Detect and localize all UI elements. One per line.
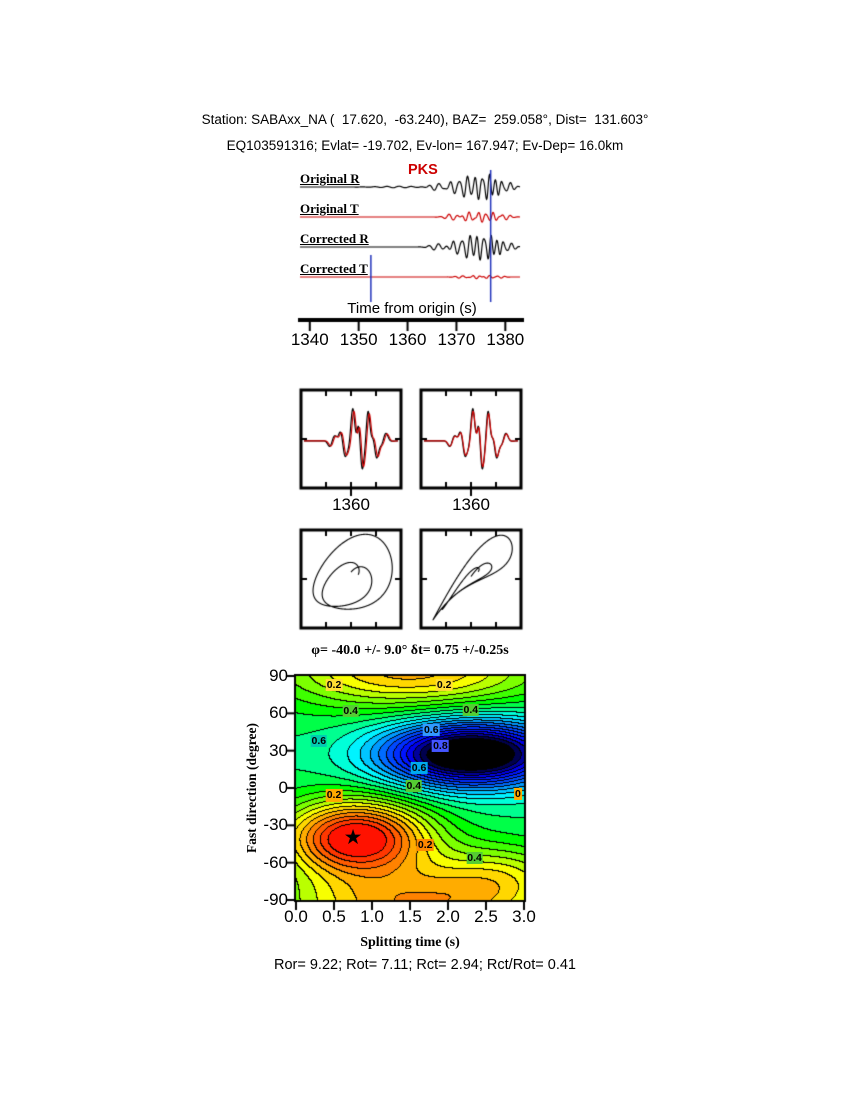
fastdir-tick-0: 0 (278, 778, 288, 797)
fastdir-tick--60: -60 (263, 852, 288, 872)
fastdir-tick-30: 30 (269, 740, 288, 760)
contour-level-label-3: 0.4 (462, 703, 480, 716)
time-axis-label: Time from origin (s) (347, 300, 477, 317)
splittime-tick-2.5: 2.5 (474, 907, 498, 926)
time-tick-1350: 1350 (339, 330, 378, 349)
splittime-tick-1.5: 1.5 (398, 907, 422, 926)
contour-level-label-11: 0.2 (416, 839, 434, 852)
splittime-tick-0.0: 0.0 (284, 907, 308, 926)
trace-label-original-r: Original R (300, 171, 360, 186)
contour-level-label-6: 0.8 (432, 739, 449, 752)
trace-label-original-t: Original T (300, 201, 359, 216)
contour-level-label-10: 0 (513, 788, 522, 801)
phase-label-pks: PKS (408, 162, 438, 178)
splittime-tick-2.0: 2.0 (436, 907, 460, 926)
fastdir-tick--30: -30 (263, 815, 288, 835)
station-header: Station: SABAxx_NA ( 17.620, -63.240), B… (201, 112, 649, 127)
zoom-right-tick-label: 1360 (452, 495, 490, 514)
contour-level-label-7: 0.6 (410, 762, 428, 775)
splittime-tick-0.5: 0.5 (322, 907, 346, 926)
contour-level-label-12: 0.4 (466, 851, 483, 864)
fastdir-tick--90: -90 (263, 890, 288, 909)
contour-level-label-9: 0.2 (325, 789, 343, 802)
best-solution-star-icon: ★ (343, 825, 363, 849)
contour-level-label-5: 0.6 (422, 723, 440, 736)
time-tick-1380: 1380 (486, 330, 525, 349)
event-header: EQ103591316; Evlat= -19.702, Ev-lon= 167… (226, 138, 624, 153)
splittime-tick-1.0: 1.0 (360, 907, 384, 926)
contour-title: φ= -40.0 +/- 9.0° δt= 0.75 +/-0.25s (311, 643, 509, 658)
contour-level-label-2: 0.4 (342, 704, 360, 717)
trace-label-corrected-t: Corrected T (300, 261, 368, 276)
trace-label-corrected-r: Corrected R (300, 231, 369, 246)
fastdir-tick-90: 90 (269, 666, 288, 685)
splittime-tick-3.0: 3.0 (512, 907, 536, 926)
contour-level-label-4: 0.6 (310, 734, 328, 747)
time-tick-1360: 1360 (388, 330, 427, 349)
contour-level-label-1: 0.2 (435, 678, 453, 691)
contour-xlabel: Splitting time (s) (360, 935, 460, 950)
result-stats: Ror= 9.22; Rot= 7.11; Rct= 2.94; Rct/Rot… (274, 957, 576, 973)
fastdir-tick-60: 60 (269, 703, 288, 723)
contour-level-label-0: 0.2 (325, 678, 343, 691)
contour-level-label-8: 0.4 (405, 779, 423, 792)
time-tick-1370: 1370 (437, 330, 476, 349)
time-tick-1340: 1340 (290, 330, 329, 349)
zoom-left-tick-label: 1360 (332, 495, 370, 514)
